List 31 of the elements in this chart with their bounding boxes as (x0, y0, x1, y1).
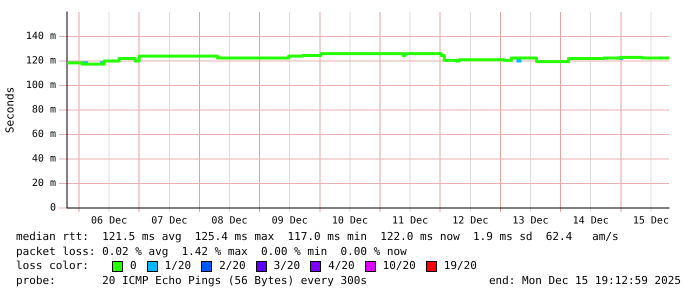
x-tick-label: 12 Dec (452, 216, 488, 227)
text: median rtt: 121.5 ms avg 125.4 ms max 117.0 ms min 122.0 ms now 1.9 ms sd 62.4 am/s (16, 230, 620, 244)
x-tick-label: 08 Dec (211, 216, 248, 227)
y-axis-title: Seconds (3, 86, 16, 134)
x-tick-label: 13 Dec (512, 216, 549, 227)
x-tick-label: 07 Dec (151, 216, 188, 227)
text: end: Mon Dec 15 19:12:59 2025 (488, 274, 681, 288)
x-tick-label: 06 Dec (91, 216, 128, 227)
legend-label: 0 (130, 259, 137, 274)
y-tick-label: 100 m (26, 80, 56, 92)
y-tick-label: 60 m (32, 129, 56, 140)
legend-label: 3/20 (274, 259, 300, 274)
y-tick-label: 120 m (26, 56, 56, 67)
legend-title: loss color: (16, 259, 90, 274)
y-tick-label: 20 m (32, 178, 56, 190)
legend-label: 19/20 (444, 259, 477, 274)
y-tick-label: 40 m (32, 154, 56, 165)
y-tick-label: 140 m (26, 31, 56, 42)
text: packet loss: 0.02 % avg 1.42 % max 0.00 % min 0.00 % now (16, 244, 408, 259)
legend-label: 2/20 (219, 259, 246, 274)
legend-label: 4/20 (328, 259, 355, 274)
text: probe: 20 ICMP Echo Pings (56 Bytes) every 300s (16, 274, 367, 288)
x-tick-label: 09 Dec (272, 216, 308, 227)
x-tick-label: 11 Dec (392, 216, 428, 227)
y-tick-label: 0 (50, 202, 56, 214)
legend-label: 1/20 (164, 259, 192, 274)
legend-label: 10/20 (382, 259, 416, 274)
x-tick-label: 14 Dec (572, 216, 609, 227)
x-tick-label: 10 Dec (332, 216, 368, 227)
x-tick-label: 15 Dec (632, 216, 669, 227)
y-tick-label: 80 m (32, 104, 56, 116)
